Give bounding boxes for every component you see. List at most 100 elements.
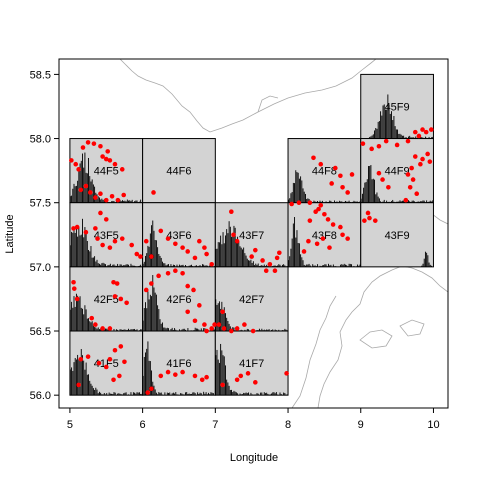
data-point [111, 377, 116, 383]
hist-bar-43F5 [82, 218, 83, 267]
hist-bar-44F8 [346, 201, 348, 203]
hist-bar-44F5 [135, 200, 137, 203]
hist-bar-43F8 [294, 217, 296, 267]
hist-bar-44F8 [319, 200, 321, 203]
hist-bar-41F5 [134, 392, 136, 396]
hist-bar-43F7 [243, 247, 245, 267]
hist-bar-41F6 [172, 392, 174, 396]
hist-bar-44F8 [296, 172, 298, 203]
y-tick-label: 58.0 [30, 134, 51, 146]
hist-bar-42F6 [155, 294, 157, 332]
hist-bar-44F5 [128, 200, 129, 203]
hist-bar-44F9 [392, 199, 394, 203]
hist-bar-43F8 [357, 264, 359, 267]
hist-bar-41F5 [98, 391, 100, 396]
y-tick-label: 57.5 [30, 198, 51, 210]
hist-bar-41F5 [140, 393, 142, 396]
data-point [112, 238, 118, 244]
hist-bar-44F9 [380, 201, 382, 203]
hist-bar-45F9 [432, 136, 434, 139]
hist-bar-43F8 [347, 266, 349, 267]
hist-bar-43F7 [257, 263, 259, 267]
hist-bar-42F5 [97, 327, 99, 332]
hist-bar-43F5 [72, 232, 74, 267]
hist-bar-43F6 [146, 253, 148, 267]
hist-bar-41F7 [251, 394, 253, 396]
hist-bar-43F5 [103, 263, 105, 267]
hist-bar-44F5 [123, 200, 125, 203]
hist-bar-45F9 [401, 135, 403, 139]
hist-bar-43F8 [353, 266, 355, 267]
data-point [80, 145, 86, 150]
x-tick-label: 10 [427, 419, 439, 431]
hist-bar-44F8 [302, 188, 304, 203]
hist-bar-43F8 [343, 263, 345, 267]
hist-bar-43F8 [321, 265, 323, 267]
coastline-islands [359, 319, 425, 349]
data-point [322, 211, 327, 217]
hist-bar-43F7 [256, 264, 258, 267]
hist-bar-41F7 [283, 392, 285, 396]
hist-bar-43F7 [240, 247, 242, 267]
data-point [416, 133, 422, 139]
hist-bar-44F9 [399, 200, 401, 203]
hist-bar-45F9 [400, 134, 402, 139]
hist-bar-43F5 [73, 229, 75, 267]
hist-bar-43F7 [279, 264, 281, 267]
x-tick-label: 9 [358, 419, 364, 431]
hist-bar-43F6 [158, 253, 160, 267]
data-point [427, 159, 433, 164]
data-point [238, 373, 244, 379]
hist-bar-43F8 [305, 265, 306, 267]
hist-bar-43F6 [195, 265, 197, 267]
data-point [320, 236, 326, 241]
hist-bar-43F8 [292, 223, 294, 267]
hist-bar-42F6 [175, 329, 177, 332]
hist-bar-41F7 [226, 379, 228, 396]
hist-bar-43F7 [246, 258, 248, 267]
hist-bar-42F6 [169, 330, 171, 332]
hist-bar-44F5 [77, 180, 79, 203]
data-point [124, 300, 129, 306]
hist-bar-41F5 [69, 369, 71, 396]
hist-bar-44F9 [365, 182, 367, 203]
hist-bar-41F5 [80, 349, 82, 396]
hist-bar-42F5 [72, 307, 74, 332]
hist-bar-42F5 [98, 329, 100, 332]
hist-bar-41F5 [117, 393, 119, 396]
data-point [307, 200, 313, 206]
hist-bar-43F7 [231, 236, 232, 267]
hist-bar-44F5 [119, 199, 121, 203]
hist-bar-42F5 [135, 329, 137, 332]
hist-bar-41F6 [169, 392, 171, 396]
hist-bar-44F5 [79, 163, 81, 203]
hist-bar-42F5 [126, 329, 128, 332]
hist-bar-41F5 [96, 389, 98, 396]
hist-bar-42F6 [159, 319, 161, 332]
data-point [234, 326, 240, 331]
hist-bar-43F5 [109, 263, 111, 267]
hist-bar-43F5 [94, 256, 96, 267]
data-point [71, 279, 76, 285]
hist-bar-41F5 [112, 393, 114, 396]
hist-bar-43F7 [251, 262, 253, 267]
hist-bar-43F7 [223, 243, 225, 267]
hist-bar-41F6 [168, 393, 169, 396]
hist-bar-43F5 [112, 264, 114, 267]
data-point [360, 141, 366, 146]
hist-bar-43F7 [217, 242, 219, 267]
hist-bar-41F5 [88, 374, 89, 396]
hist-bar-41F7 [233, 390, 235, 396]
hist-bar-42F7 [271, 330, 272, 332]
hist-bar-44F8 [317, 201, 319, 203]
hist-bar-42F5 [141, 329, 143, 332]
hist-bar-41F7 [246, 393, 248, 396]
hist-bar-43F6 [206, 265, 208, 267]
hist-bar-44F9 [368, 166, 369, 203]
hist-bar-43F6 [171, 266, 173, 267]
hist-bar-42F5 [90, 322, 92, 332]
cell-41F6 [142, 330, 216, 396]
hist-bar-43F9 [428, 262, 430, 267]
hist-bar-44F8 [352, 201, 354, 203]
hist-bar-41F7 [269, 394, 271, 396]
